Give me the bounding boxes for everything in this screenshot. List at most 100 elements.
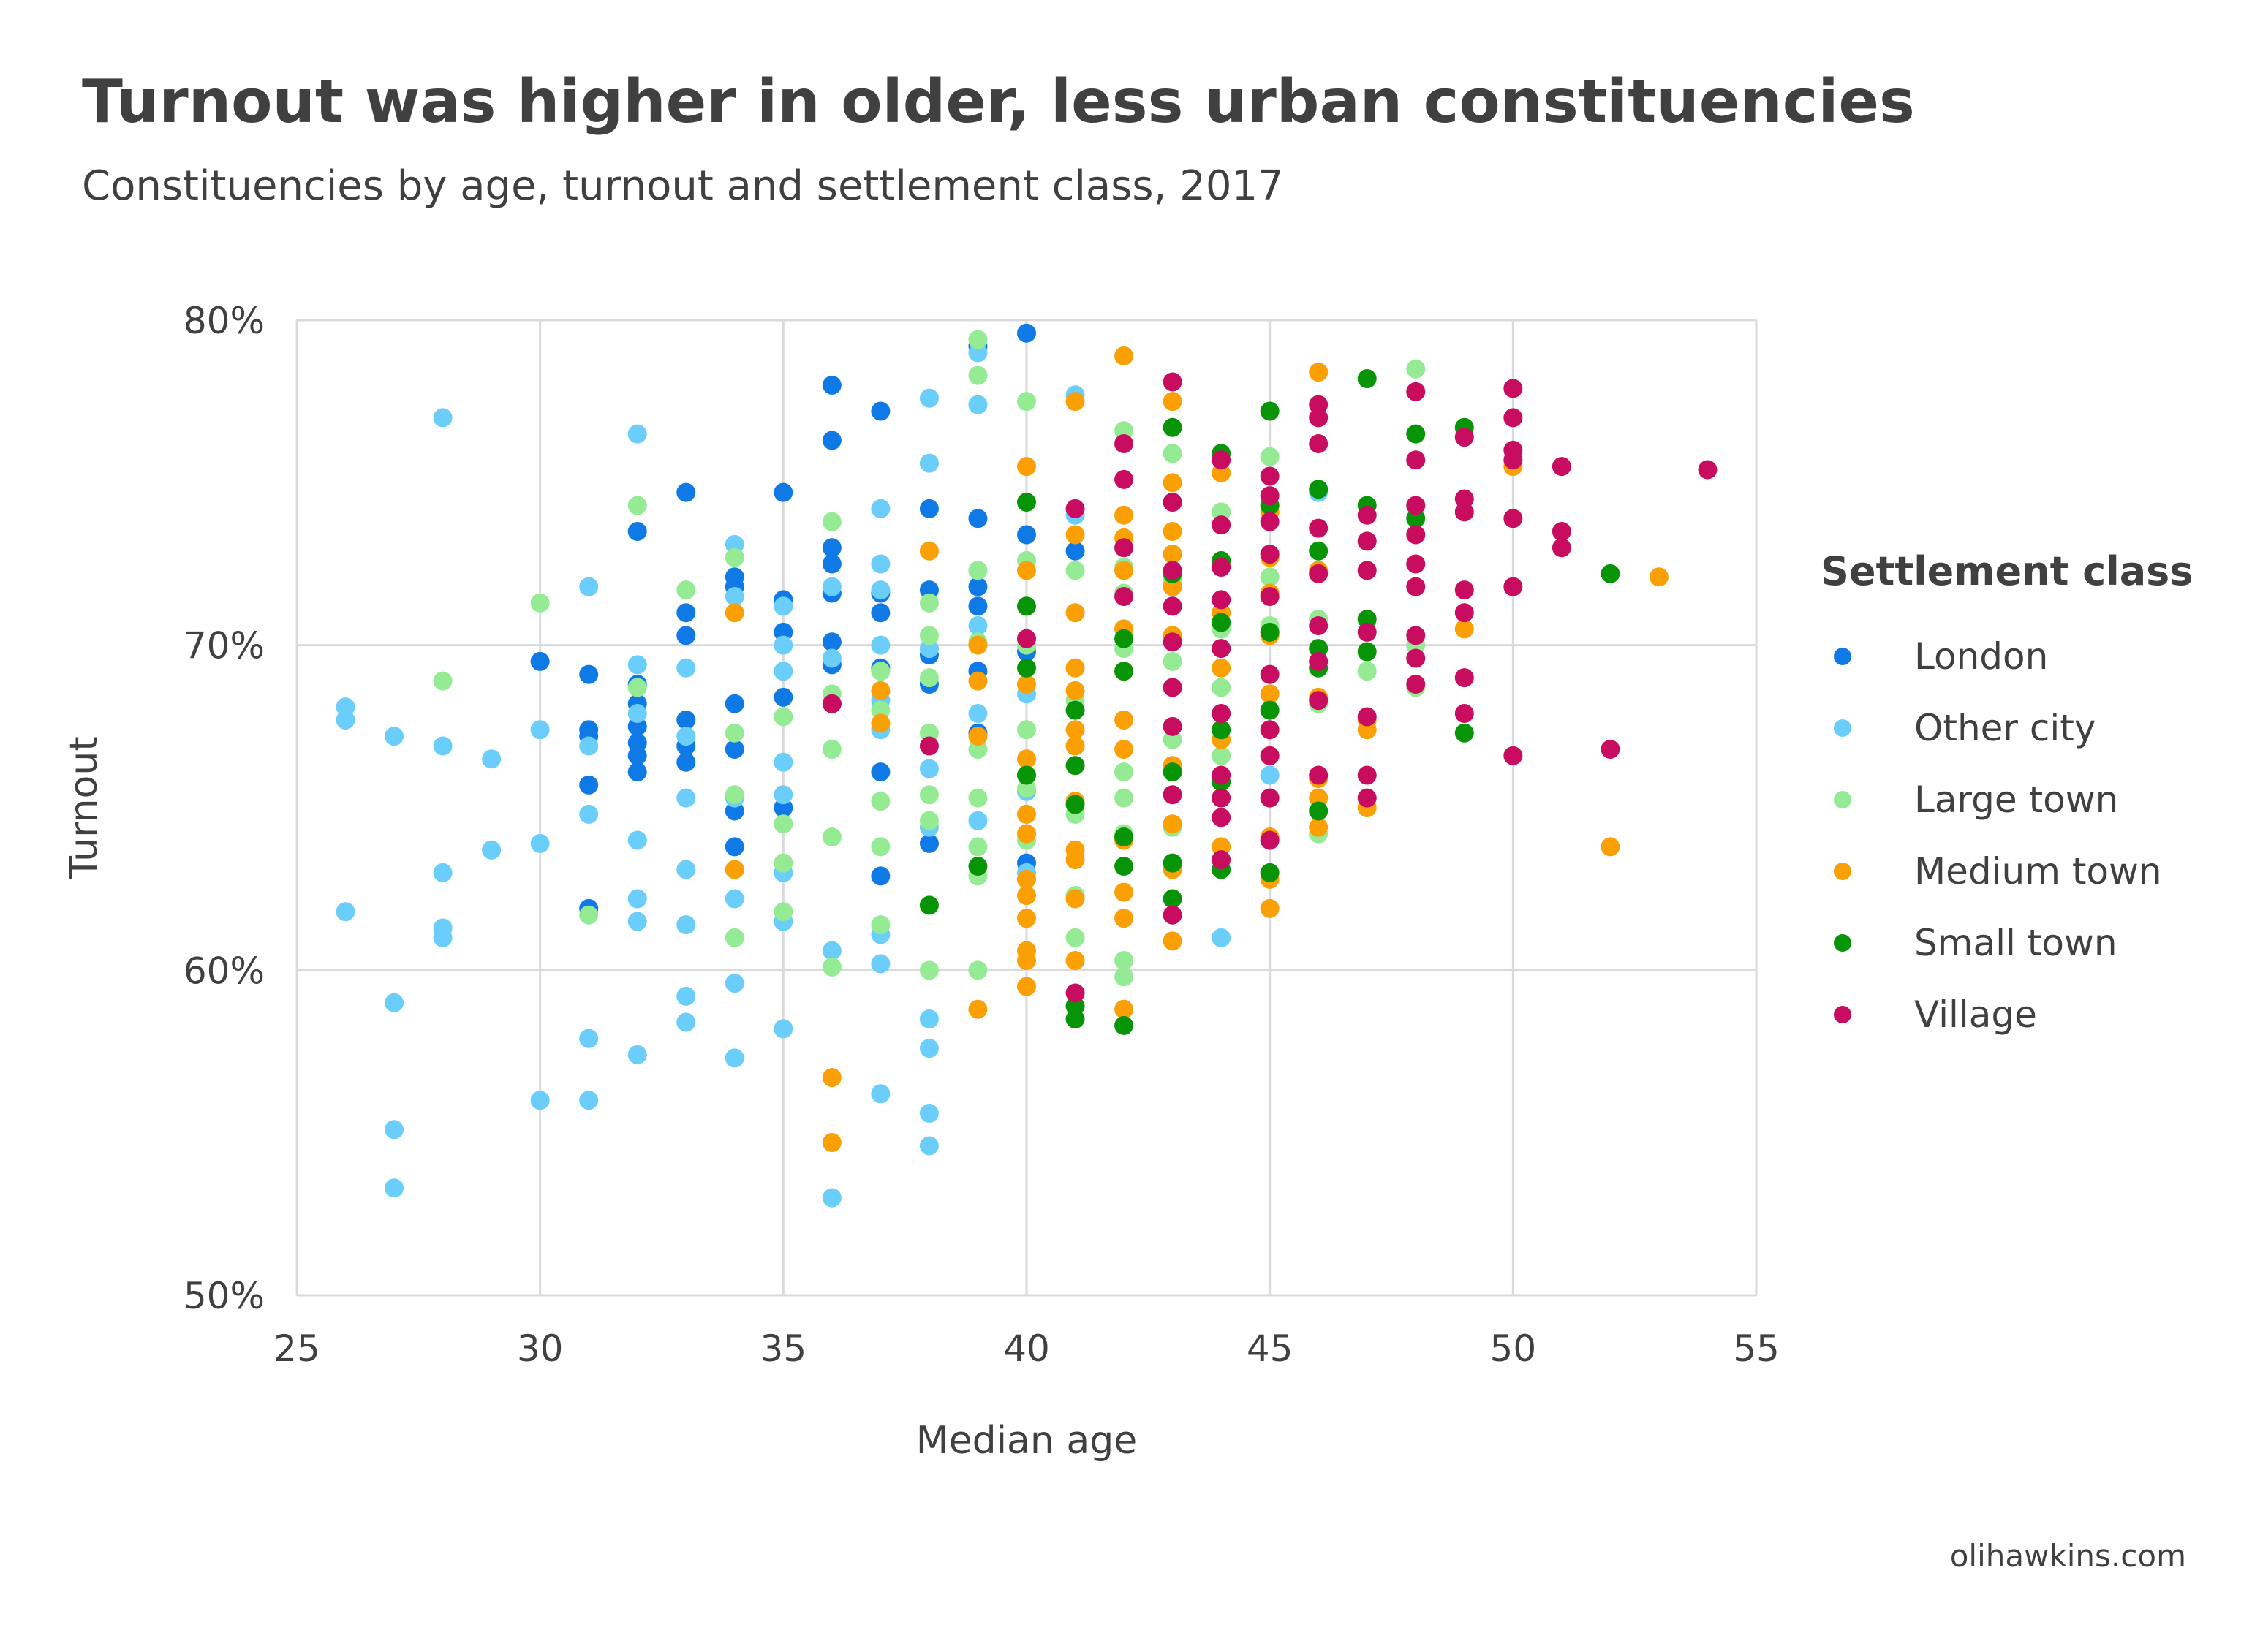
data-point: [1212, 850, 1231, 870]
data-point: [822, 512, 842, 531]
data-point: [725, 694, 744, 713]
data-point: [1309, 518, 1329, 538]
data-point: [871, 915, 891, 935]
data-point: [1065, 720, 1085, 740]
data-point: [725, 928, 744, 947]
data-point: [774, 798, 793, 817]
data-point: [579, 804, 599, 824]
data-point: [1114, 346, 1134, 365]
data-point: [822, 827, 842, 847]
data-point: [1212, 515, 1231, 535]
data-point: [1357, 505, 1377, 525]
data-point: [1065, 928, 1085, 947]
data-point: [1212, 590, 1231, 610]
data-point: [725, 723, 744, 743]
x-tick-label: 45: [1247, 1327, 1293, 1370]
data-point: [1503, 577, 1523, 596]
data-point: [774, 853, 793, 873]
data-point: [968, 704, 988, 724]
data-point: [1212, 928, 1231, 947]
data-point: [774, 814, 793, 834]
data-point: [1601, 739, 1620, 759]
data-point: [1260, 664, 1280, 684]
data-point: [1212, 720, 1231, 740]
data-point: [1454, 668, 1474, 688]
data-point: [919, 541, 939, 561]
data-point: [968, 811, 988, 830]
legend-label: London: [1914, 635, 2049, 678]
data-point: [1406, 675, 1426, 694]
data-point: [579, 1091, 599, 1110]
data-point: [1309, 433, 1329, 453]
x-tick-label: 50: [1490, 1327, 1537, 1370]
data-point: [1406, 554, 1426, 574]
data-point: [822, 648, 842, 668]
data-point: [1163, 577, 1182, 596]
data-point: [1357, 662, 1377, 681]
data-point: [774, 687, 793, 707]
data-point: [1017, 720, 1036, 740]
data-point: [1114, 561, 1134, 580]
legend-label: Village: [1914, 993, 2037, 1036]
data-point: [1163, 853, 1182, 873]
legend-label: Other city: [1914, 707, 2096, 749]
data-point: [433, 863, 453, 882]
data-point: [1212, 658, 1231, 678]
data-point: [1114, 950, 1134, 970]
data-point: [919, 580, 939, 600]
data-point: [1212, 557, 1231, 577]
data-point: [919, 499, 939, 518]
data-point: [919, 1009, 939, 1029]
data-point: [1260, 622, 1280, 642]
data-point: [1114, 505, 1134, 525]
y-tick-label: 80%: [184, 300, 265, 342]
data-point: [1065, 850, 1085, 870]
data-point: [1017, 749, 1036, 769]
data-point: [1017, 561, 1036, 580]
data-point: [1357, 561, 1377, 580]
data-point: [1552, 522, 1571, 542]
data-point: [1503, 408, 1523, 428]
data-point: [1406, 577, 1426, 596]
y-tick-label: 60%: [184, 950, 265, 992]
data-point: [1601, 837, 1620, 857]
data-point: [1017, 525, 1036, 545]
data-point: [871, 713, 891, 733]
data-point: [725, 860, 744, 879]
data-point: [1114, 433, 1134, 453]
data-point: [774, 1019, 793, 1039]
data-point: [1503, 746, 1523, 765]
data-point: [1163, 417, 1182, 437]
data-points: [336, 323, 1718, 1208]
data-point: [627, 496, 647, 515]
legend-items: London Other city Large town Medium town Sma…: [1821, 621, 2193, 1050]
x-tick-label: 55: [1733, 1327, 1780, 1370]
data-point: [1309, 408, 1329, 428]
data-point: [968, 330, 988, 349]
data-point: [627, 704, 647, 724]
data-point: [1260, 586, 1280, 606]
data-point: [385, 1120, 404, 1140]
data-point: [871, 792, 891, 811]
data-point: [1065, 736, 1085, 756]
data-point: [1065, 996, 1085, 1016]
data-point: [1260, 567, 1280, 587]
data-point: [871, 837, 891, 857]
data-point: [676, 860, 696, 879]
data-point: [725, 603, 744, 623]
data-point: [871, 1084, 891, 1104]
data-point: [1212, 808, 1231, 827]
data-point: [1260, 684, 1280, 704]
data-point: [1163, 785, 1182, 805]
data-point: [822, 941, 842, 960]
data-point: [871, 681, 891, 700]
data-point: [627, 522, 647, 542]
x-axis-title: Median age: [916, 1419, 1138, 1463]
data-point: [1065, 541, 1085, 561]
data-point: [1114, 739, 1134, 759]
data-point: [1065, 1009, 1085, 1029]
data-point: [1163, 716, 1182, 736]
data-point: [968, 395, 988, 414]
data-point: [676, 788, 696, 808]
